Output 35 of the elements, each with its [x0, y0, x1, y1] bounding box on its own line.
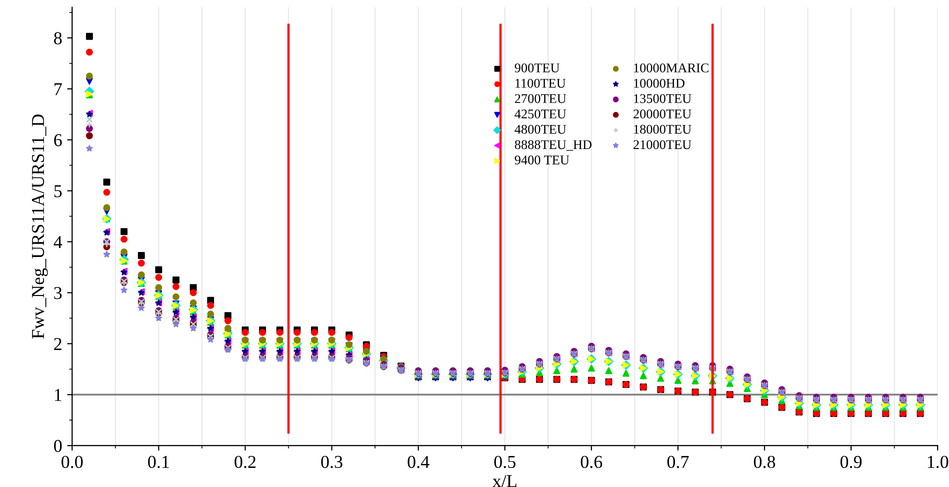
x-tick-label: 1.0: [928, 456, 948, 468]
legend-label: 8888TEU_HD: [514, 140, 592, 151]
y-tick-label: 2: [54, 338, 62, 350]
x-tick-label: 0.1: [148, 456, 169, 468]
x-tick-label: 0.8: [754, 456, 776, 468]
legend-label: 4250TEU: [514, 110, 566, 118]
y-tick-label: 8: [54, 32, 62, 44]
legend-label: 21000TEU: [634, 140, 692, 150]
x-tick-label: 0.2: [234, 456, 256, 468]
y-tick-label: 3: [54, 287, 62, 300]
x-tick-label: 0.3: [321, 456, 342, 468]
x-tick-label: 0.7: [667, 456, 689, 468]
legend-label: 1100TEU: [516, 78, 566, 88]
legend-label: 13500TEU: [634, 94, 692, 104]
x-tick-label: 0.5: [494, 456, 516, 468]
legend-label: 18000TEU: [634, 124, 692, 134]
x-tick-label: 0.0: [62, 456, 83, 468]
x-tick-label: 0.6: [580, 456, 602, 468]
legend-label: 20000TEU: [634, 110, 692, 118]
x-tick-label: 0.9: [840, 456, 862, 468]
legend-label: 2700TEU: [514, 94, 566, 104]
legend-label: 10000MARIC: [634, 63, 708, 72]
legend-label: 9400 TEU: [514, 156, 570, 164]
x-axis-title: x/L: [492, 475, 516, 487]
legend-label: 10000HD: [634, 78, 684, 88]
y-tick-label: 4: [54, 236, 62, 248]
y-tick-label: 0: [54, 440, 62, 452]
y-tick-label: 5: [54, 185, 62, 198]
legend-label: 900TEU: [514, 63, 560, 72]
y-tick-label: 6: [54, 134, 62, 146]
y-tick-label: 1: [54, 388, 62, 401]
legend-label: 4800TEU: [514, 124, 566, 134]
y-axis-title: Fwv_Neg_URS11A/URS11_D: [32, 114, 48, 339]
x-tick-label: 0.4: [408, 456, 430, 468]
y-tick-label: 7: [54, 83, 62, 96]
